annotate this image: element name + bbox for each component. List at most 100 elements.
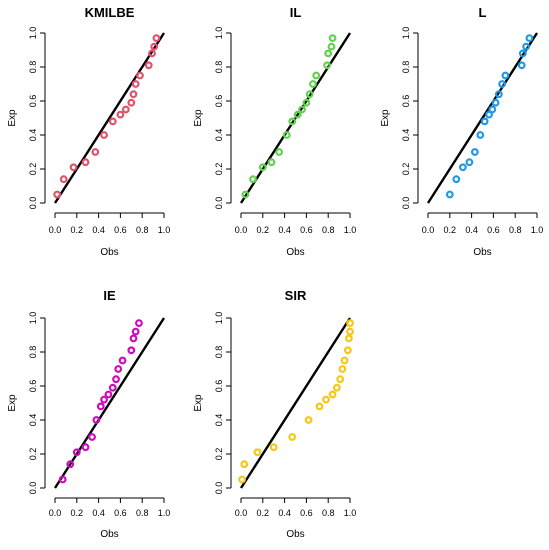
panel-l: 0.0 0.2 0.4 0.6 0.8 1.0 0.0 0.2 0.4 0.6 0.8 1.0 L Obs… [380,5,543,258]
reference-line [53,317,166,489]
data-point [59,175,68,184]
x-tick-label: 0.4 [465,225,478,235]
data-point [108,117,117,126]
panel-title: L [479,5,487,20]
data-point [298,105,306,114]
data-point [116,110,125,119]
x-tick-label: 0.8 [136,225,149,235]
data-point [488,105,497,114]
data-point [327,42,336,51]
data-point [127,98,136,107]
data-point [144,61,153,70]
data-point [343,346,352,355]
data-point [501,71,510,80]
y-tick-label: 0.8 [28,346,38,359]
data-point [304,416,313,424]
data-point [346,319,354,328]
data-point [338,365,347,373]
x-tick-label: 0.0 [235,508,248,518]
y-tick-label: 0.2 [28,163,38,176]
data-point [491,98,500,107]
data-point [324,49,333,58]
y-axis-label: Exp [7,109,18,127]
data-point [480,117,489,126]
data-point [150,42,159,51]
data-point [129,334,138,343]
data-point [241,190,250,199]
data-point [135,319,143,328]
x-axis-label: Obs [473,247,491,258]
data-point [312,71,321,80]
data-point [476,131,485,139]
x-axis-label: Obs [286,247,304,258]
x-tick-label: 0.2 [257,508,270,518]
x-tick-label: 0.8 [322,225,335,235]
data-point [240,460,249,469]
data-point [267,158,276,167]
x-tick-label: 0.4 [92,508,105,518]
data-point [282,131,291,139]
x-tick-label: 0.4 [278,508,291,518]
data-point [458,163,467,172]
x-tick-label: 1.0 [344,225,357,235]
panel-il: 0.0 0.2 0.4 0.6 0.8 1.0 0.0 0.2 0.4 0.6 0.8 1.0 IL Ob… [193,5,356,258]
y-tick-label: 0.6 [214,95,224,108]
panel-title: IE [103,288,116,303]
y-tick-label: 0.0 [28,482,38,495]
reference-line [239,317,352,489]
y-tick-label: 0.8 [214,61,224,74]
x-axis-label: Obs [286,529,304,540]
data-point [81,158,90,167]
data-point [127,346,136,355]
data-point [305,90,314,99]
data-point [152,34,161,42]
y-tick-label: 0.8 [401,61,411,74]
data-point [100,395,108,404]
data-point [340,356,349,365]
y-tick-label: 1.0 [401,27,411,40]
y-tick-label: 0.2 [214,163,224,176]
data-point [118,356,127,365]
y-tick-label: 0.4 [214,414,224,427]
x-tick-label: 0.2 [71,508,84,518]
y-tick-label: 0.4 [214,129,224,142]
data-point [269,443,278,452]
data-point [322,395,330,404]
data-point [494,90,503,99]
reference-line [53,32,166,204]
data-point [302,98,311,107]
data-point [315,402,324,411]
data-point [498,80,507,88]
data-point [92,416,101,424]
y-tick-label: 0.6 [401,95,411,108]
panel-sir: 0.0 0.2 0.4 0.6 0.8 1.0 0.0 0.2 0.4 0.6 0.8 1.0 SIR O… [193,288,356,540]
y-tick-label: 0.0 [28,197,38,210]
y-tick-label: 0.4 [28,129,38,142]
x-tick-label: 0.4 [278,225,291,235]
panel-title: SIR [285,288,307,303]
data-point [131,80,140,88]
data-point [470,148,479,156]
x-tick-label: 1.0 [531,225,544,235]
data-point [275,148,284,156]
data-point [517,61,526,70]
x-axis-label: Obs [100,529,118,540]
y-tick-label: 0.4 [401,129,411,142]
data-point [465,158,474,167]
data-point [293,110,302,119]
data-point [58,475,67,484]
x-tick-label: 0.4 [92,225,105,235]
y-tick-label: 0.8 [28,61,38,74]
x-tick-label: 0.0 [49,225,62,235]
x-tick-label: 0.0 [235,225,248,235]
data-point [288,117,297,126]
data-point [104,390,113,399]
data-point [114,365,123,373]
data-point [91,148,100,156]
y-tick-label: 1.0 [214,312,224,325]
data-point [131,327,140,336]
y-axis-label: Exp [380,109,391,127]
panel-title: KMILBE [85,5,135,20]
x-tick-label: 0.6 [300,508,313,518]
